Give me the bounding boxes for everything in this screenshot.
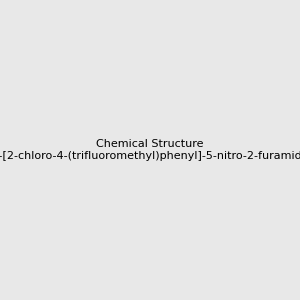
Text: Chemical Structure
N-[2-chloro-4-(trifluoromethyl)phenyl]-5-nitro-2-furamide: Chemical Structure N-[2-chloro-4-(triflu…	[0, 139, 300, 161]
